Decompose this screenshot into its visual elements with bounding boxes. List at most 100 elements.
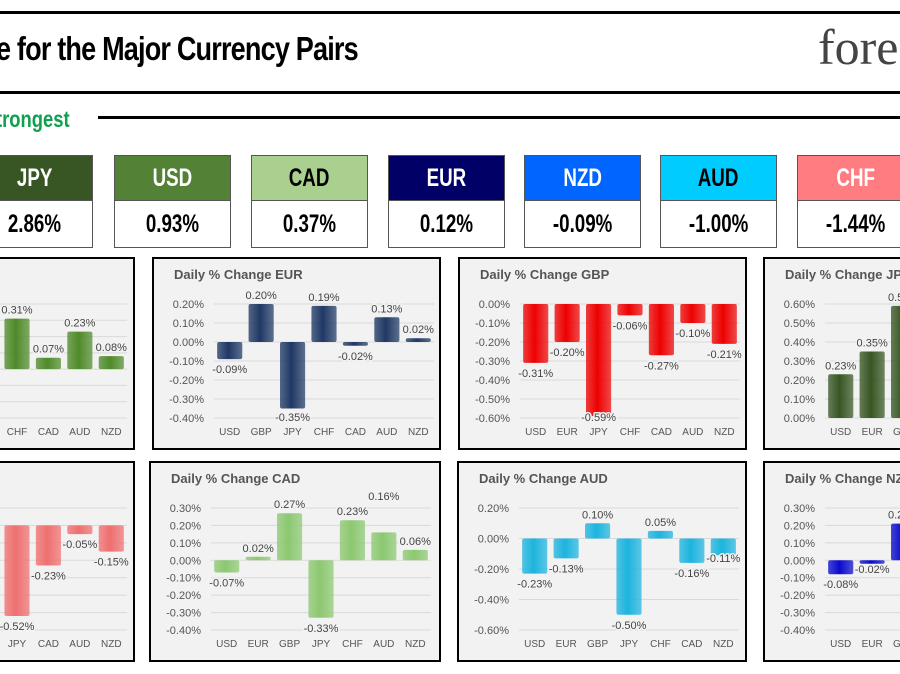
bars — [828, 305, 900, 418]
data-label: 0.20% — [246, 290, 277, 302]
title-rule — [0, 91, 900, 94]
currency-box-usd: USD 0.93% — [114, 155, 231, 248]
bar — [35, 357, 61, 370]
currency-code: CHF — [798, 156, 900, 201]
x-tick-label: USD — [830, 639, 851, 650]
x-tick-label: AUD — [69, 427, 90, 438]
y-tick-label: 0.00% — [479, 299, 510, 311]
x-tick-label: JPY — [620, 639, 639, 650]
bar — [217, 342, 243, 360]
y-tick-label: 0.10% — [784, 394, 815, 406]
currency-change: -1.44% — [798, 201, 900, 247]
y-tick-label: -0.30% — [169, 394, 204, 406]
x-tick-label: CHF — [650, 639, 671, 650]
x-tick-label: GBP — [587, 639, 608, 650]
currency-change: 0.12% — [389, 201, 504, 247]
data-label: -0.23% — [517, 579, 552, 591]
chart-area: CHF CAD AUD NZD 0.31% 0.07% 0.23% 0.08% — [0, 259, 133, 448]
x-tick-label: EUR — [557, 427, 578, 438]
chart-area: Daily % Change CAD 0.30% 0.20% 0.10% 0.00% -0… — [151, 463, 439, 660]
bar — [245, 556, 271, 561]
data-label: -0.15% — [94, 557, 129, 569]
bar-chart: 0.20% 0.00% -0.20% -0.40% -0.60% USD EUR GBP JPY… — [474, 503, 742, 650]
data-label: 0.21% — [888, 510, 900, 522]
y-tick-label: -0.20% — [780, 590, 815, 602]
data-label: -0.20% — [550, 347, 585, 359]
x-tick-label: NZD — [714, 427, 735, 438]
y-tick-label: 0.30% — [784, 356, 815, 368]
bar-chart: JPY CAD AUD NZD -0.52% -0.23% -0.05% -0.15% — [0, 507, 130, 650]
data-label: 0.02% — [243, 543, 274, 555]
bar — [280, 342, 306, 409]
chart-panel: Daily % Change AUD 0.20% 0.00% -0.20% -0.40%… — [457, 461, 747, 662]
currency-code: JPY — [0, 156, 92, 201]
data-label: -0.08% — [823, 579, 858, 591]
currency-change-text: -1.00% — [688, 209, 749, 238]
y-tick-label: 0.30% — [170, 503, 201, 515]
bar-chart: CHF CAD AUD NZD 0.31% 0.07% 0.23%0.08% — [0, 303, 129, 438]
bar-chart: 0.20% 0.10% 0.00% -0.10% -0.20% -0.30% -0.40% U… — [169, 289, 435, 439]
y-tick-label: -0.60% — [475, 413, 510, 425]
chart-area: Daily % Change NZ 0.30% 0.20% 0.10% 0.00% -0.… — [765, 463, 900, 660]
bar — [4, 525, 30, 617]
bar — [4, 318, 30, 370]
y-tick-label: -0.40% — [166, 625, 201, 637]
currency-change: -0.09% — [525, 201, 640, 247]
x-tick-label: USD — [219, 427, 240, 438]
currency-code: EUR — [389, 156, 504, 201]
y-tick-label: 0.20% — [173, 299, 204, 311]
data-label: 0.23% — [64, 318, 95, 330]
bar — [616, 538, 642, 615]
currency-box-cad: CAD 0.37% — [251, 155, 368, 248]
y-tick-label: -0.40% — [780, 625, 815, 637]
currency-code-text: USD — [152, 163, 193, 192]
y-tick-label: -0.10% — [169, 356, 204, 368]
data-label: 0.10% — [582, 509, 613, 521]
currency-box-nzd: NZD -0.09% — [524, 155, 641, 248]
bar — [710, 538, 736, 556]
x-tick-label: AUD — [682, 427, 703, 438]
bar — [554, 304, 580, 342]
data-label: -0.09% — [212, 364, 247, 376]
bar — [648, 304, 674, 356]
bar — [35, 525, 61, 566]
y-tick-label: -0.20% — [169, 375, 204, 387]
chart-panel: Daily % Change JPY 0.60% 0.50% 0.40% 0.30% 0.… — [763, 257, 900, 450]
data-label: -0.27% — [644, 360, 679, 372]
x-tick-label: CHF — [314, 427, 335, 438]
y-tick-label: 0.00% — [784, 555, 815, 567]
currency-change: 2.86% — [0, 201, 92, 247]
y-tick-label: 0.20% — [170, 520, 201, 532]
chart-title: Daily % Change NZ — [785, 471, 900, 486]
currency-box-jpy: JPY 2.86% — [0, 155, 93, 248]
currency-code: CAD — [252, 156, 367, 201]
data-label: 0.31% — [1, 305, 32, 317]
x-tick-label: CHF — [620, 427, 641, 438]
data-label: 0.05% — [645, 517, 676, 529]
x-tick-label: GBP — [893, 427, 900, 438]
chart-area: Daily % Change EUR 0.20% 0.10% 0.00% -0.10% -… — [154, 259, 439, 448]
chart-panel: Daily % Change CAD 0.30% 0.20% 0.10% 0.00% -0… — [149, 461, 441, 662]
bar — [680, 304, 706, 323]
bar — [679, 538, 705, 563]
y-tick-label: 0.10% — [784, 538, 815, 550]
currency-code-text: NZD — [563, 163, 602, 192]
x-tick-label: AUD — [376, 427, 397, 438]
bar — [402, 549, 428, 561]
bar — [405, 338, 431, 342]
y-tick-label: 0.00% — [173, 337, 204, 349]
y-tick-label: -0.40% — [474, 595, 509, 607]
bar — [67, 331, 93, 370]
bars — [214, 513, 428, 618]
data-label: 0.23% — [337, 506, 368, 518]
chart-area: Daily % Change JPY 0.60% 0.50% 0.40% 0.30% 0.… — [765, 259, 900, 448]
chart-area: Daily % Change AUD 0.20% 0.00% -0.20% -0.40%… — [459, 463, 745, 660]
bar — [214, 560, 240, 573]
data-label: -0.52% — [0, 621, 35, 633]
bar — [711, 304, 737, 344]
data-label: 0.16% — [368, 491, 399, 503]
currency-box-chf: CHF -1.44% — [797, 155, 900, 248]
data-label: -0.05% — [62, 539, 97, 551]
data-label: -0.06% — [613, 320, 648, 332]
bar — [859, 351, 885, 418]
